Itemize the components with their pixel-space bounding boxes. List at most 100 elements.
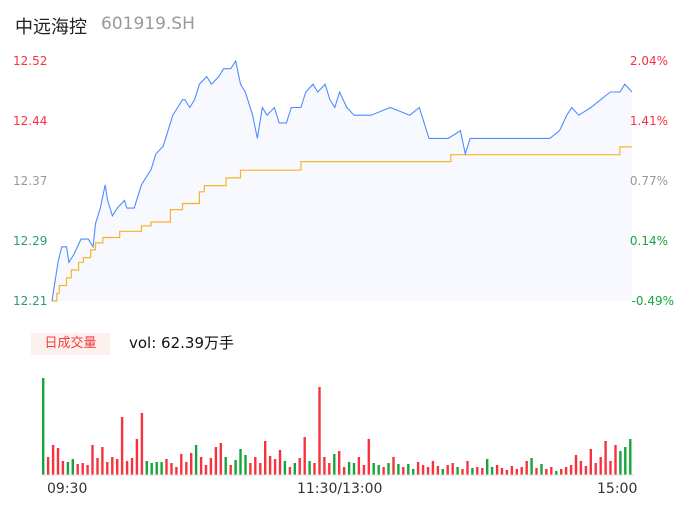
- volume-bar: [298, 458, 301, 475]
- volume-bar: [51, 445, 55, 475]
- volume-bar: [342, 467, 346, 475]
- volume-total: vol: 62.39万手: [129, 334, 234, 352]
- volume-bar: [160, 462, 163, 475]
- volume-bar: [293, 463, 296, 475]
- volume-bar: [308, 461, 311, 475]
- volume-bar: [303, 437, 306, 475]
- volume-bar: [456, 467, 459, 475]
- volume-bar: [599, 457, 602, 475]
- volume-bar: [451, 463, 454, 475]
- volume-bar: [249, 463, 252, 475]
- volume-bar: [471, 468, 474, 475]
- average-price-line: [52, 146, 632, 302]
- volume-bar: [264, 441, 267, 475]
- price-area-fill: [52, 61, 632, 301]
- volume-bar: [244, 455, 247, 475]
- volume-bar: [209, 458, 213, 475]
- volume-bar: [194, 445, 198, 475]
- volume-bar: [387, 463, 390, 475]
- volume-bar: [560, 469, 563, 475]
- percent-axis-tick: 1.41%: [629, 114, 668, 128]
- volume-bar: [61, 461, 65, 475]
- volume-bar: [273, 459, 277, 475]
- volume-bar: [101, 447, 104, 475]
- volume-bar: [579, 461, 583, 475]
- volume-bar: [407, 464, 410, 475]
- volume-bar: [495, 465, 499, 475]
- volume-bar: [116, 459, 119, 475]
- volume-bar: [490, 467, 494, 475]
- x-tick-open: 09:30: [47, 481, 88, 497]
- volume-bar: [204, 465, 208, 475]
- volume-bar: [421, 465, 425, 475]
- volume-bar: [367, 439, 370, 475]
- volume-bar: [328, 463, 331, 475]
- volume-bar: [130, 458, 134, 475]
- volume-bar: [219, 443, 222, 475]
- volume-bar: [619, 451, 622, 475]
- volume-bar: [520, 467, 523, 475]
- volume-bar: [486, 459, 489, 475]
- volume-bar: [199, 457, 203, 475]
- volume-bar: [362, 465, 366, 475]
- volume-bar: [42, 378, 45, 475]
- volume-bar: [466, 461, 469, 475]
- stock-code: 601919.SH: [101, 14, 195, 34]
- volume-bar: [283, 461, 287, 475]
- volume-bar: [372, 463, 375, 475]
- volume-bar: [569, 465, 573, 475]
- volume-bar: [402, 467, 405, 475]
- percent-axis-tick: -0.49%: [631, 294, 674, 308]
- volume-bar: [416, 462, 420, 475]
- volume-bar: [624, 447, 627, 475]
- volume-bar: [476, 467, 479, 475]
- volume-bar: [224, 457, 227, 475]
- percent-axis-tick: 0.77%: [629, 174, 668, 188]
- volume-bar: [46, 457, 50, 475]
- volume-bar: [555, 471, 558, 475]
- volume-bar: [609, 461, 612, 475]
- volume-bar: [500, 468, 504, 475]
- volume-bar: [535, 468, 538, 475]
- volume-bar: [140, 413, 144, 475]
- volume-bar: [441, 469, 444, 475]
- volume-bar: [66, 462, 70, 475]
- volume-bar: [214, 447, 218, 475]
- volume-bar: [397, 464, 400, 475]
- volume-bar: [71, 459, 74, 475]
- volume-bar: [254, 457, 257, 475]
- volume-bar: [125, 461, 129, 475]
- volume-bar: [338, 451, 341, 475]
- volume-bar: [584, 466, 588, 475]
- volume-bar: [86, 465, 89, 475]
- volume-bar: [574, 455, 578, 475]
- volume-bar: [76, 464, 79, 475]
- volume-bar: [91, 445, 94, 475]
- volume-bar: [313, 463, 316, 475]
- volume-bar: [288, 467, 292, 475]
- volume-bar: [515, 469, 518, 475]
- volume-bar: [525, 461, 528, 475]
- volume-bar: [352, 463, 356, 475]
- volume-tab-badge[interactable]: 日成交量: [31, 333, 110, 355]
- stock-name: 中远海控: [15, 17, 87, 38]
- volume-bar: [550, 467, 553, 475]
- price-axis-tick: 12.44: [13, 114, 48, 128]
- volume-bar: [145, 461, 148, 475]
- volume-bar: [111, 457, 114, 475]
- price-axis-tick: 12.52: [13, 54, 48, 68]
- volume-bar: [505, 470, 509, 475]
- percent-axis-tick: 2.04%: [629, 54, 668, 68]
- volume-bar: [185, 462, 188, 475]
- volume-bar: [412, 469, 415, 475]
- volume-bar: [120, 417, 124, 475]
- volume-bar: [81, 463, 84, 475]
- price-line: [51, 59, 633, 302]
- volume-bar: [135, 439, 139, 475]
- price-axis-tick: 12.29: [13, 234, 48, 248]
- volume-bar: [165, 459, 168, 475]
- volume-bar: [436, 466, 440, 475]
- volume-bar: [540, 464, 543, 475]
